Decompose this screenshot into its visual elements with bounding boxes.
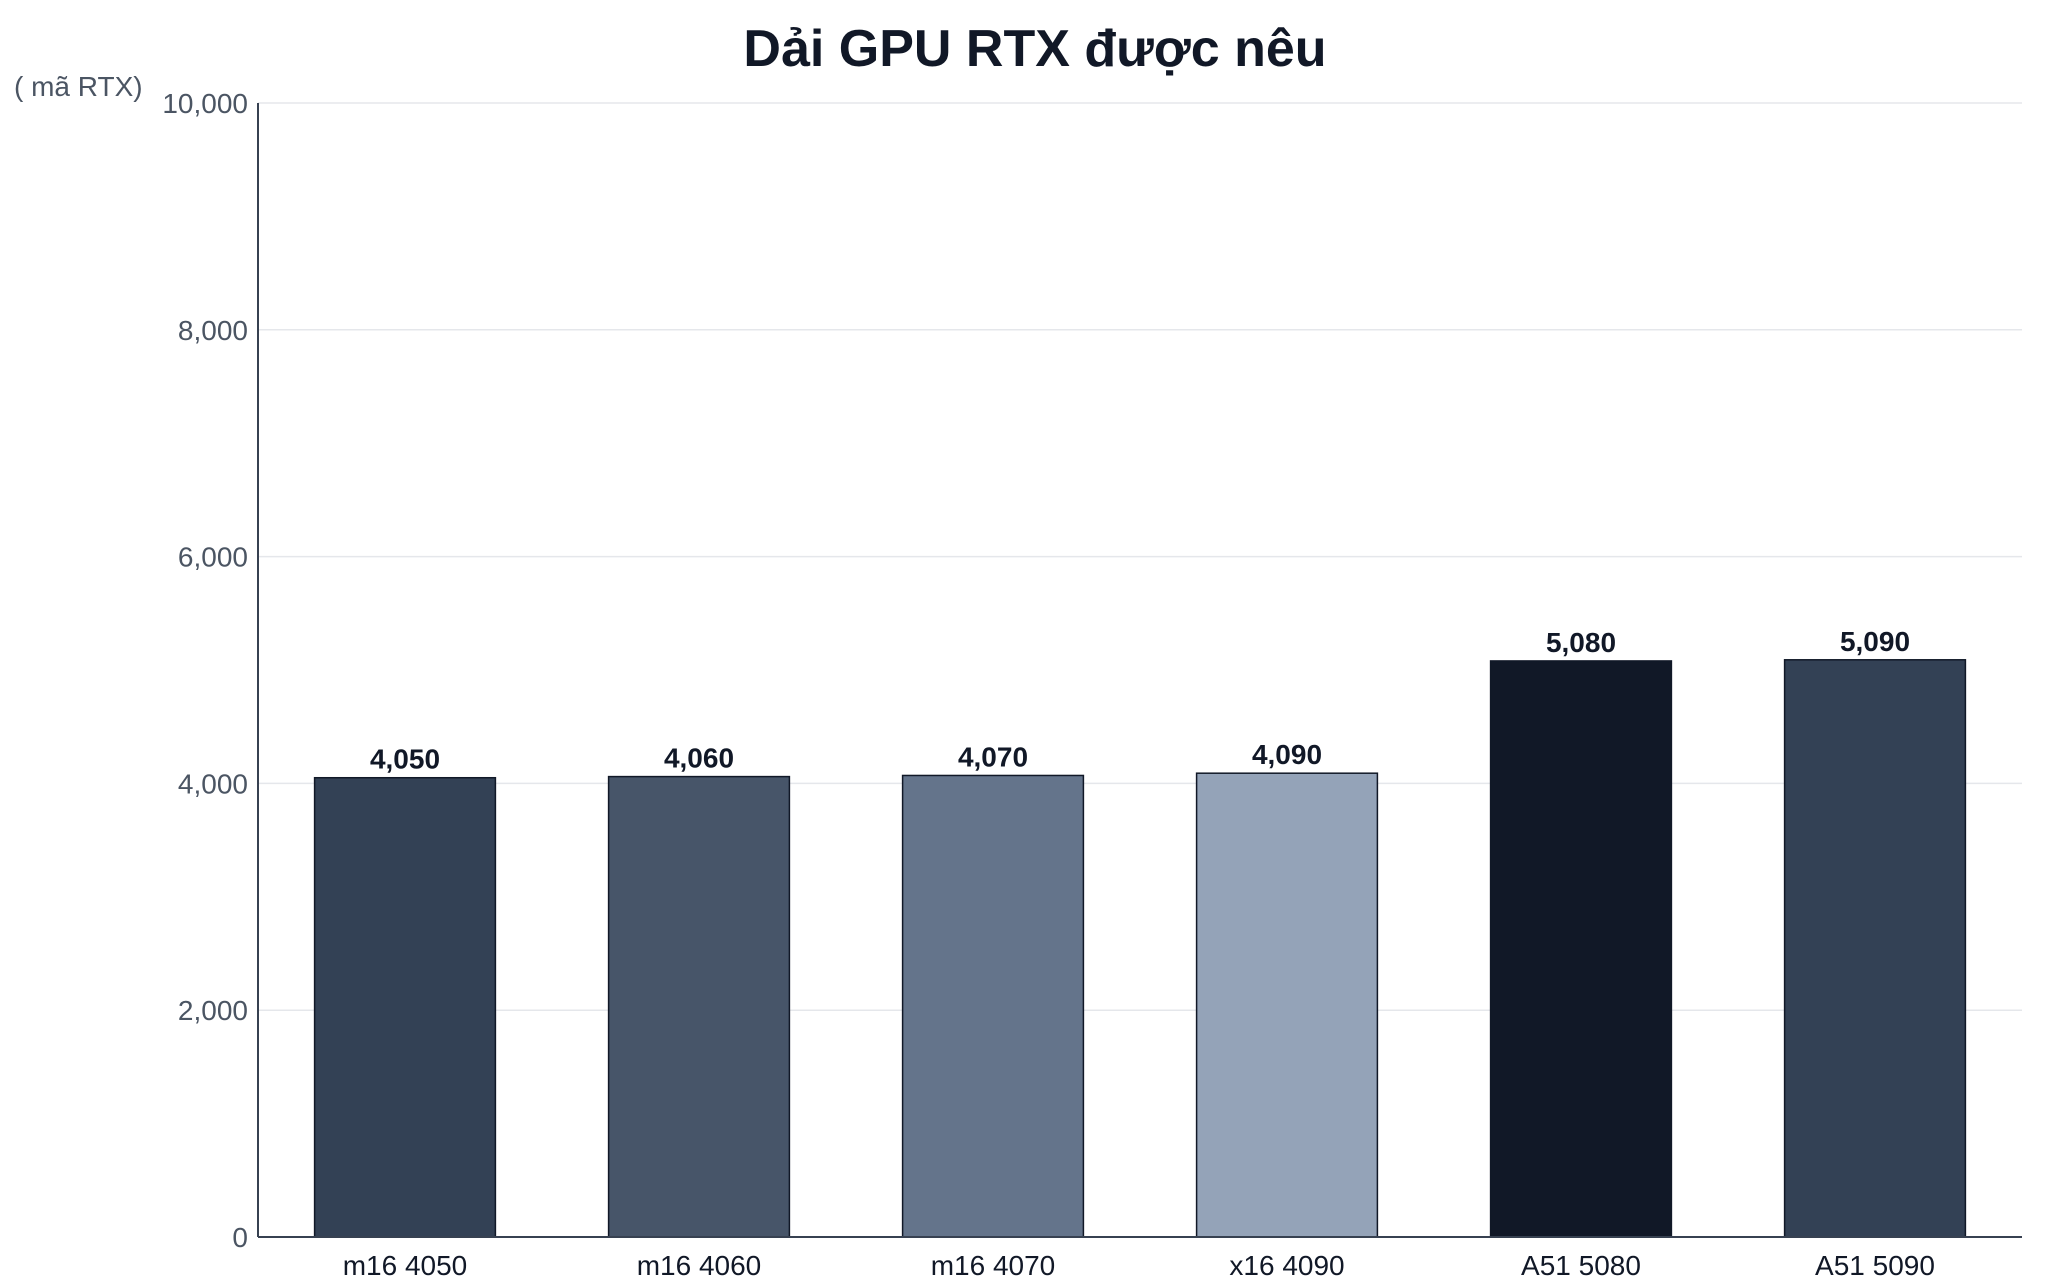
- y-axis-ticks: 0 2,000 4,000 6,000 8,000 10,000: [162, 88, 248, 1253]
- y-tick-label: 2,000: [178, 995, 248, 1026]
- y-tick-label: 8,000: [178, 315, 248, 346]
- y-axis-unit-label: ( mã RTX): [14, 71, 143, 102]
- data-label: 4,090: [1252, 739, 1322, 770]
- bar-6: [1783, 659, 1967, 1238]
- x-tick-label: m16 4070: [931, 1250, 1056, 1280]
- y-tick-label: 0: [232, 1222, 248, 1253]
- bar-3: [901, 774, 1085, 1238]
- y-tick-label: 10,000: [162, 88, 248, 119]
- bar-1: [313, 776, 497, 1238]
- data-labels: 4,050 4,060 4,070 4,090 5,080 5,090: [370, 626, 1910, 775]
- data-label: 5,080: [1546, 627, 1616, 658]
- gridlines: [258, 102, 2022, 1011]
- bar-4: [1195, 772, 1379, 1238]
- bar-5: [1489, 660, 1673, 1238]
- y-tick-label: 4,000: [178, 768, 248, 799]
- data-label: 4,060: [664, 743, 734, 774]
- y-tick-label: 6,000: [178, 542, 248, 573]
- data-label: 4,070: [958, 741, 1028, 772]
- x-tick-label: x16 4090: [1229, 1250, 1344, 1280]
- chart-title: Dải GPU RTX được nêu: [743, 20, 1326, 78]
- bar-2: [607, 775, 791, 1238]
- data-label: 4,050: [370, 744, 440, 775]
- x-tick-label: A51 5080: [1521, 1250, 1641, 1280]
- data-label: 5,090: [1840, 626, 1910, 657]
- axes: [257, 103, 2022, 1238]
- x-tick-label: A51 5090: [1815, 1250, 1935, 1280]
- x-tick-label: m16 4060: [637, 1250, 762, 1280]
- x-axis-ticks: m16 4050 m16 4060 m16 4070 x16 4090 A51 5080…: [343, 1250, 1935, 1280]
- bars: [313, 659, 1967, 1238]
- x-tick-label: m16 4050: [343, 1250, 468, 1280]
